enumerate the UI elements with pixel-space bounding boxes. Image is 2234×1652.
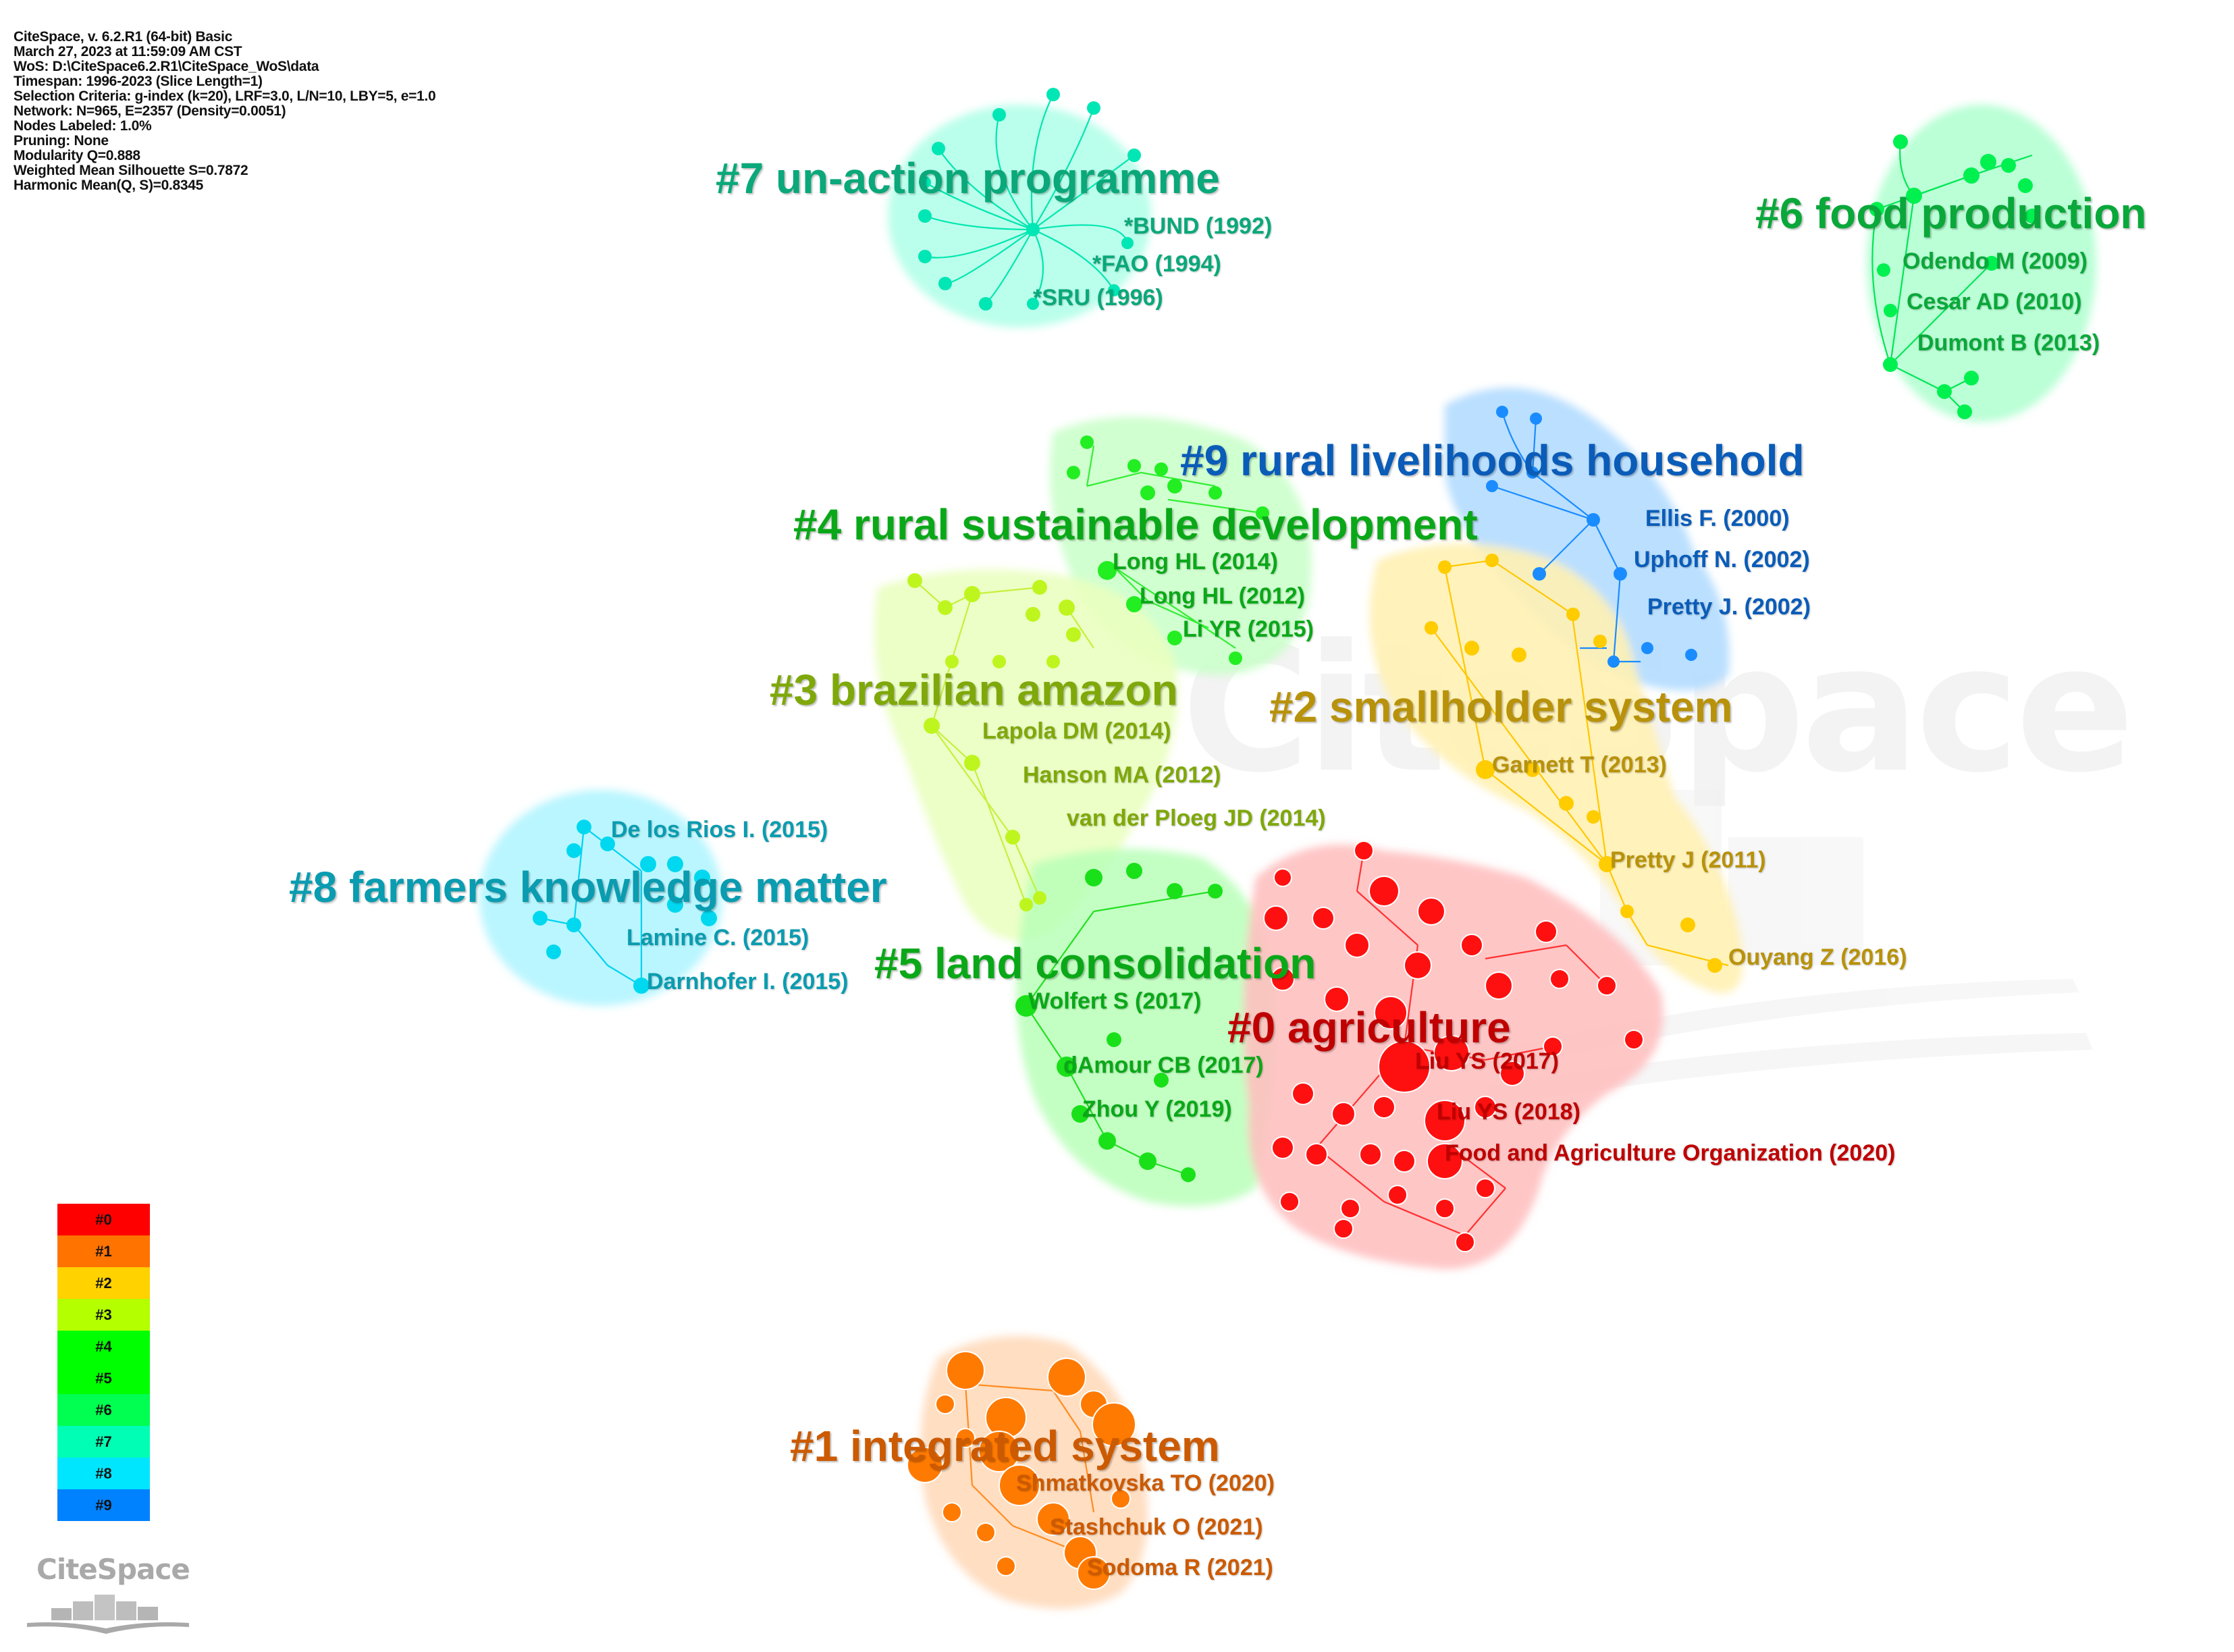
hull-8 <box>479 790 722 1006</box>
node-label[interactable]: Ellis F. (2000) <box>1645 506 1790 531</box>
nodes-cluster-1[interactable] <box>907 1351 1136 1590</box>
nodes-cluster-6[interactable] <box>1869 134 2040 419</box>
book-bars-icon <box>27 1595 189 1634</box>
nodes-cluster-2[interactable] <box>1425 554 1722 973</box>
node-label[interactable]: De los Rios I. (2015) <box>611 817 828 843</box>
cluster-label-9[interactable]: #9 rural livelihoods household <box>1180 436 1805 485</box>
cluster-label-5[interactable]: #5 land consolidation <box>874 939 1317 988</box>
node-label[interactable]: Lamine C. (2015) <box>627 925 809 951</box>
meta-nodes-labeled: Nodes Labeled: 1.0% <box>14 118 152 134</box>
cluster-label-7[interactable]: #7 un-action programme <box>716 154 1220 203</box>
nodes-cluster-4[interactable] <box>1067 435 1269 665</box>
cluster-label-6[interactable]: #6 food production <box>1755 189 2147 238</box>
meta-data-path: WoS: D:\CiteSpace6.2.R1\CiteSpace_WoS\da… <box>14 59 319 74</box>
cluster-color-legend: #0 #1 #2 #3 #4 #5 #6 #7 #8 #9 <box>57 1204 150 1521</box>
node-label[interactable]: Sodoma R (2021) <box>1087 1555 1273 1580</box>
legend-item-9: #9 <box>57 1489 150 1521</box>
legend-item-5: #5 <box>57 1362 150 1394</box>
meta-network: Network: N=965, E=2357 (Density=0.0051) <box>14 103 286 119</box>
hull-7 <box>888 105 1151 327</box>
node-label[interactable]: Lapola DM (2014) <box>982 718 1171 744</box>
citespace-logo: CiteSpace <box>27 1553 196 1641</box>
nodes-cluster-0[interactable] <box>1263 841 1644 1252</box>
node-label[interactable]: *BUND (1992) <box>1124 213 1273 239</box>
legend-item-7: #7 <box>57 1426 150 1458</box>
legend-item-3: #3 <box>57 1299 150 1331</box>
meta-harmonic-mean: Harmonic Mean(Q, S)=0.8345 <box>14 178 204 193</box>
cluster-label-1[interactable]: #1 integrated system <box>790 1422 1220 1470</box>
node-label[interactable]: Hanson MA (2012) <box>1023 762 1221 788</box>
cluster-label-2[interactable]: #2 smallholder system <box>1269 683 1733 731</box>
nodes-cluster-9[interactable] <box>1486 406 1697 668</box>
node-label[interactable]: Long HL (2012) <box>1140 583 1305 609</box>
node-label[interactable]: Li YR (2015) <box>1183 616 1314 642</box>
meta-timespan: Timespan: 1996-2023 (Slice Length=1) <box>14 74 263 89</box>
meta-selection-criteria: Selection Criteria: g-index (k=20), LRF=… <box>14 88 436 104</box>
node-label[interactable]: Darnhofer I. (2015) <box>647 969 849 994</box>
node-label[interactable]: Wolfert S (2017) <box>1028 988 1202 1014</box>
nodes-cluster-7[interactable] <box>918 88 1141 311</box>
legend-item-4: #4 <box>57 1331 150 1362</box>
cluster-label-8[interactable]: #8 farmers knowledge matter <box>289 863 887 911</box>
cluster-label-0[interactable]: #0 agriculture <box>1227 1003 1511 1052</box>
meta-modularity: Modularity Q=0.888 <box>14 148 140 163</box>
node-label[interactable]: Long HL (2014) <box>1113 549 1278 575</box>
hull-6 <box>1867 105 2096 422</box>
meta-date: March 27, 2023 at 11:59:09 AM CST <box>14 44 242 59</box>
node-label[interactable]: Cesar AD (2010) <box>1907 289 2082 315</box>
meta-pruning: Pruning: None <box>14 133 109 149</box>
node-label[interactable]: *SRU (1996) <box>1033 285 1163 311</box>
logo-text: CiteSpace <box>36 1553 190 1586</box>
node-label[interactable]: Liu YS (2017) <box>1415 1048 1559 1074</box>
node-label[interactable]: Stashchuk O (2021) <box>1050 1514 1263 1540</box>
nodes-cluster-8[interactable] <box>533 820 717 994</box>
node-label[interactable]: Zhou Y (2019) <box>1082 1096 1232 1122</box>
node-label[interactable]: Liu YS (2018) <box>1437 1099 1580 1125</box>
hull-9 <box>1445 388 1730 691</box>
node-label[interactable]: Pretty J (2011) <box>1610 847 1766 873</box>
legend-item-6: #6 <box>57 1394 150 1426</box>
node-label[interactable]: Pretty J. (2002) <box>1647 594 1811 620</box>
legend-item-1: #1 <box>57 1235 150 1267</box>
node-label[interactable]: Dumont B (2013) <box>1917 330 2100 356</box>
legend-item-0: #0 <box>57 1204 150 1235</box>
cluster-label-3[interactable]: #3 brazilian amazon <box>770 666 1178 714</box>
node-label[interactable]: Food and Agriculture Organization (2020) <box>1445 1140 1896 1166</box>
meta-silhouette: Weighted Mean Silhouette S=0.7872 <box>14 163 248 178</box>
cluster-label-4[interactable]: #4 rural sustainable development <box>793 500 1478 549</box>
node-label[interactable]: dAmour CB (2017) <box>1063 1053 1264 1078</box>
node-label[interactable]: Shmatkovska TO (2020) <box>1016 1470 1275 1496</box>
node-label[interactable]: Ouyang Z (2016) <box>1728 944 1907 970</box>
meta-version: CiteSpace, v. 6.2.R1 (64-bit) Basic <box>14 29 233 45</box>
node-label[interactable]: Garnett T (2013) <box>1492 752 1667 778</box>
node-label[interactable]: van der Ploeg JD (2014) <box>1067 805 1326 831</box>
node-label[interactable]: Uphoff N. (2002) <box>1634 547 1810 572</box>
legend-item-8: #8 <box>57 1458 150 1489</box>
node-label[interactable]: Odendo M (2009) <box>1903 248 2087 274</box>
nodes-cluster-3[interactable] <box>907 573 1081 911</box>
legend-item-2: #2 <box>57 1267 150 1299</box>
nodes-cluster-5[interactable] <box>1015 863 1223 1182</box>
node-label[interactable]: *FAO (1994) <box>1092 251 1221 277</box>
analysis-metadata: CiteSpace, v. 6.2.R1 (64-bit) Basic Marc… <box>14 29 436 193</box>
